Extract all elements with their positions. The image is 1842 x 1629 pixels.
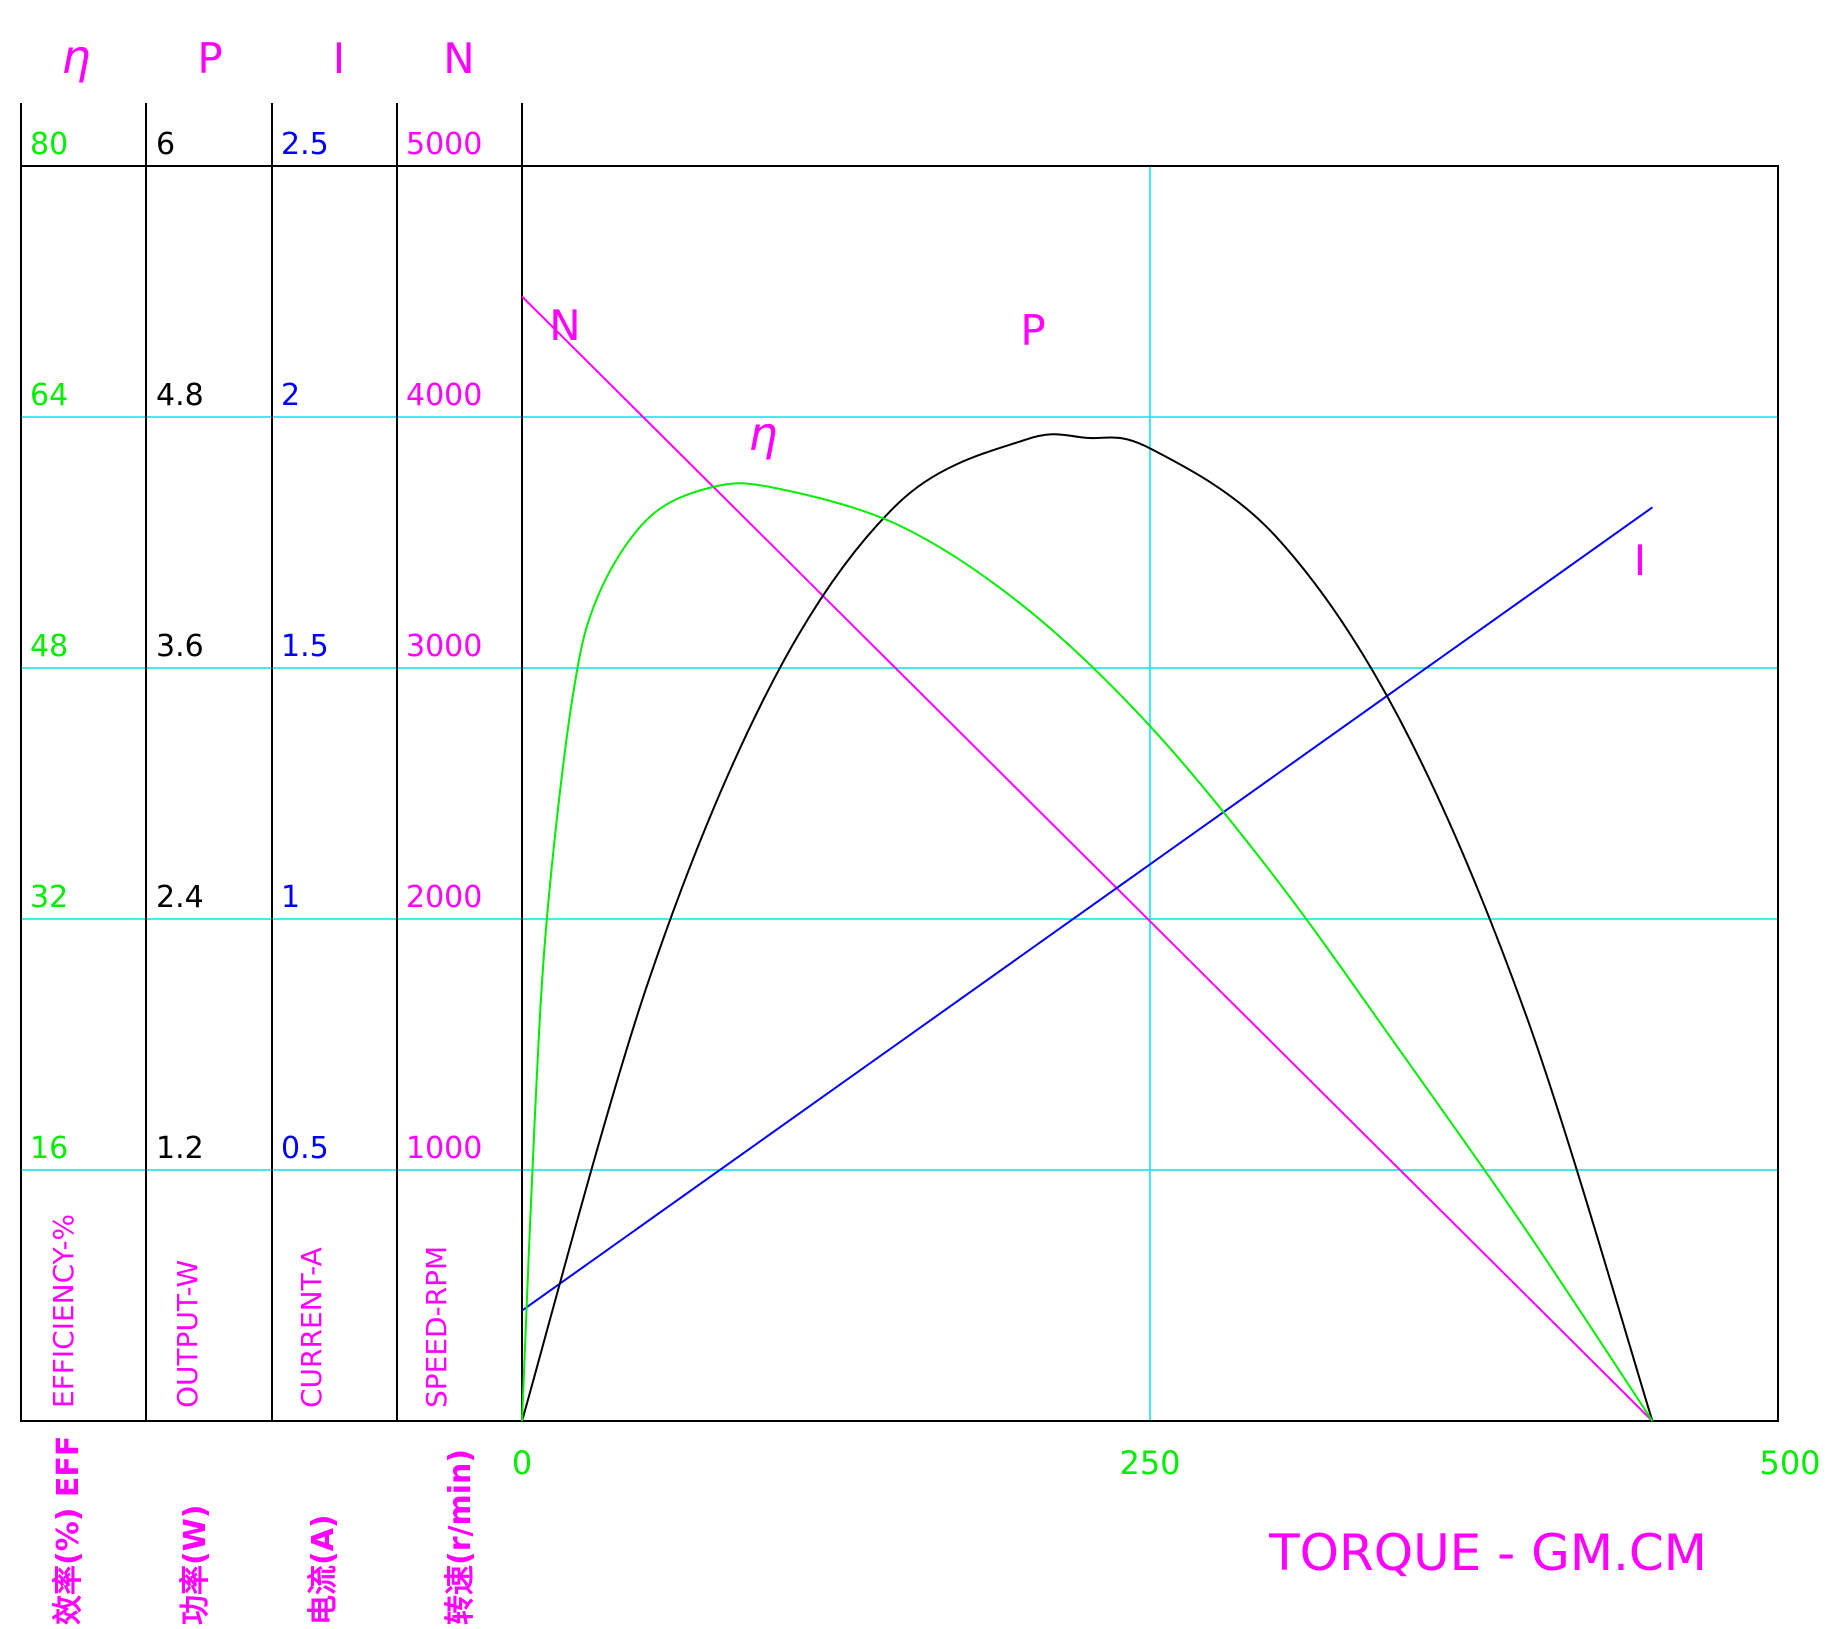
speed-tick-label: 1000 xyxy=(406,1131,482,1166)
eff-symbol: η xyxy=(61,30,90,84)
power-axis-title-cn: 功率(W) xyxy=(178,1504,213,1625)
speed-symbol: N xyxy=(443,34,474,83)
speed-tick-label: 5000 xyxy=(406,127,482,162)
grid-layer xyxy=(21,166,1778,1421)
power-curve xyxy=(521,433,1654,1422)
eff-tick-label: 32 xyxy=(30,880,68,915)
speed-curve xyxy=(521,295,1654,1422)
current-tick-label: 2 xyxy=(281,378,300,413)
current-symbol: I xyxy=(333,34,345,83)
eff-axis-title-cn: 效率(%) EFF xyxy=(51,1436,86,1625)
chart-frame xyxy=(20,103,1779,1422)
power-tick-label: 1.2 xyxy=(156,1131,204,1166)
power-symbol: P xyxy=(197,34,222,83)
current-tick-label: 2.5 xyxy=(281,127,329,162)
series-label-n: N xyxy=(549,301,580,350)
torque-axis-title: TORQUE - GM.CM xyxy=(1268,1524,1707,1582)
speed-axis-title: SPEED-RPM xyxy=(420,1246,453,1408)
current-axis-title-cn: 电流(A) xyxy=(306,1514,341,1625)
series-label-eta: η xyxy=(748,407,777,461)
series-layer xyxy=(521,295,1654,1422)
plot-border xyxy=(20,165,1779,1422)
speed-tick-label: 2000 xyxy=(406,880,482,915)
torque-tick-labels: 0 250 500 xyxy=(512,1444,1821,1482)
current-tick-label: 1 xyxy=(281,880,300,915)
eff-tick-labels: 16 32 48 64 80 xyxy=(30,127,68,1166)
torque-tick-label: 250 xyxy=(1119,1444,1180,1482)
power-tick-label: 2.4 xyxy=(156,880,204,915)
current-axis-title: CURRENT-A xyxy=(295,1247,328,1408)
power-tick-label: 6 xyxy=(156,127,175,162)
torque-tick-label: 500 xyxy=(1759,1444,1820,1482)
speed-tick-label: 4000 xyxy=(406,378,482,413)
series-label-p: P xyxy=(1020,306,1045,355)
efficiency-curve xyxy=(521,482,1654,1422)
current-curve xyxy=(521,506,1653,1312)
series-label-i: I xyxy=(1634,536,1646,585)
eff-tick-label: 80 xyxy=(30,127,68,162)
power-tick-labels: 1.2 2.4 3.6 4.8 6 xyxy=(156,127,204,1166)
power-tick-label: 3.6 xyxy=(156,629,204,664)
eff-tick-label: 48 xyxy=(30,629,68,664)
current-tick-label: 0.5 xyxy=(281,1131,329,1166)
speed-tick-labels: 1000 2000 3000 4000 5000 xyxy=(406,127,482,1166)
current-tick-labels: 0.5 1 1.5 2 2.5 xyxy=(281,127,329,1166)
series-labels: N I P η xyxy=(549,301,1646,585)
eff-tick-label: 16 xyxy=(30,1131,68,1166)
torque-tick-label: 0 xyxy=(512,1444,532,1482)
power-axis-title: OUTPUT-W xyxy=(171,1260,204,1408)
eff-tick-label: 64 xyxy=(30,378,68,413)
speed-tick-label: 3000 xyxy=(406,629,482,664)
current-tick-label: 1.5 xyxy=(281,629,329,664)
power-tick-label: 4.8 xyxy=(156,378,204,413)
speed-axis-title-cn: 转速(r/min) xyxy=(443,1449,478,1625)
eff-axis-title: EFFICIENCY-% xyxy=(47,1214,80,1408)
